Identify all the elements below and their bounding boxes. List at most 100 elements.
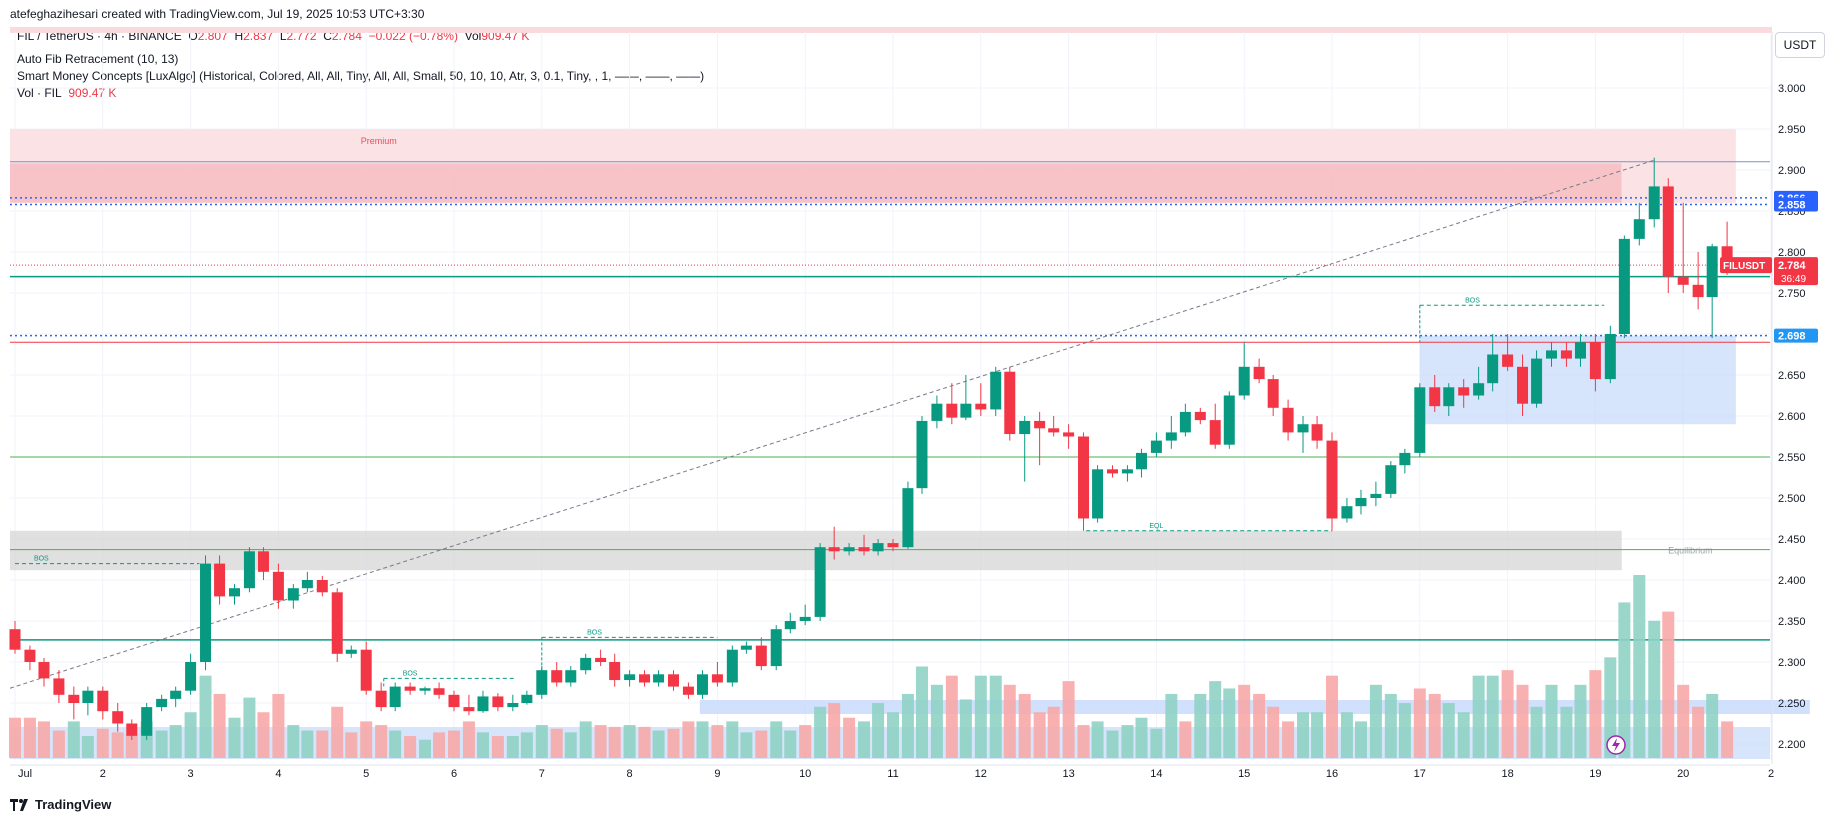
fib-indicator-legend[interactable]: Auto Fib Retracement (10, 13): [17, 52, 179, 66]
price-axis-tick: 2.650: [1778, 370, 1806, 382]
volume-bar: [1472, 675, 1485, 758]
volume-bar: [1297, 712, 1310, 758]
vol-fil-value: 909.47 K: [68, 86, 117, 100]
candle-body: [156, 698, 168, 708]
volume-bar: [1282, 721, 1295, 758]
candle-body: [1282, 407, 1294, 433]
countdown-label: 36:49: [1781, 274, 1806, 285]
price-label-2.858: 2.858: [1778, 199, 1806, 211]
price-axis-tick: 2.300: [1778, 657, 1806, 669]
volume-bar: [389, 730, 402, 758]
price-label-bg: [1774, 197, 1818, 212]
volume-bar: [213, 693, 226, 758]
candle-body: [1633, 219, 1645, 239]
time-axis-tick: 12: [975, 768, 987, 780]
last-price-label: 2.784: [1778, 260, 1806, 272]
tradingview-logo[interactable]: TradingView: [10, 797, 111, 812]
candle-body: [53, 678, 65, 695]
candle-body: [872, 543, 884, 552]
candle-body: [1429, 387, 1441, 407]
volume-bar: [1369, 684, 1382, 758]
candle-body: [902, 488, 914, 548]
premium-label: Premium: [361, 136, 397, 146]
candle-body: [1692, 284, 1704, 298]
volume-bar: [375, 725, 388, 758]
volume-bar: [199, 675, 212, 758]
high-label: H: [234, 29, 244, 43]
volume-bar: [535, 725, 548, 758]
candle-body: [272, 571, 284, 601]
candle-body: [463, 707, 475, 712]
candle-body: [1223, 395, 1235, 445]
volume-bar: [1077, 725, 1090, 758]
candle-body: [726, 649, 738, 683]
candle-body: [316, 580, 328, 593]
volume-bar: [476, 732, 489, 758]
price-axis-tick: 2.950: [1778, 124, 1806, 136]
candle-body: [1574, 342, 1586, 359]
candle-body: [243, 551, 255, 589]
volume-bar: [1706, 693, 1719, 758]
candle-body: [229, 588, 240, 597]
candle-body: [1019, 420, 1031, 435]
volume-indicator-legend[interactable]: Vol · FIL 909.47 K: [17, 86, 116, 100]
volume-bar: [331, 706, 344, 758]
time-axis-tick: 8: [627, 768, 633, 780]
currency-button[interactable]: USDT: [1775, 32, 1825, 58]
premium-zone-top: [10, 129, 1736, 164]
volume-bar: [169, 725, 182, 758]
candle-body: [1560, 350, 1572, 359]
volume-bar: [1033, 712, 1046, 758]
lightning-icon-bolt: [1612, 738, 1620, 752]
candle-body: [1311, 424, 1323, 441]
time-axis-tick: 4: [275, 768, 281, 780]
volume-bar: [67, 721, 80, 758]
candle-body: [1209, 420, 1221, 445]
candle-body: [799, 616, 811, 621]
candle-body: [639, 674, 651, 683]
volume-bar: [1340, 712, 1353, 758]
smc-indicator-legend[interactable]: Smart Money Concepts [LuxAlgo] (Historic…: [17, 69, 705, 83]
candle-body: [1546, 350, 1557, 359]
volume-bar: [1501, 670, 1514, 758]
candle-body: [1589, 342, 1601, 380]
candle-body: [112, 711, 124, 724]
candle-body: [755, 645, 767, 667]
volume-bar: [1662, 611, 1675, 758]
time-axis-tick: 2: [1768, 768, 1774, 780]
volume-bar: [579, 721, 592, 758]
volume-bar: [1018, 693, 1031, 758]
candle-body: [1517, 366, 1529, 404]
close-label: C: [323, 29, 332, 43]
volume-bar: [1150, 728, 1163, 758]
volume-bar: [828, 703, 841, 758]
volume-bar: [155, 730, 168, 758]
volume-bar: [564, 732, 577, 758]
volume-bar: [1209, 681, 1222, 758]
candle-body: [24, 649, 36, 662]
candle-body: [1034, 420, 1046, 429]
volume-bar: [1135, 717, 1148, 758]
candle-body: [1399, 452, 1411, 466]
volume-bar: [316, 730, 329, 758]
candle-body: [301, 580, 313, 589]
candle-body: [1078, 436, 1090, 519]
candle-body: [1648, 186, 1660, 220]
candle-body: [565, 670, 577, 683]
volume-bar: [1062, 681, 1075, 758]
time-axis-tick: 16: [1326, 768, 1338, 780]
candle-body: [1238, 366, 1250, 396]
candle-body: [1662, 186, 1674, 277]
volume-bar: [1545, 684, 1558, 758]
candle-body: [1267, 379, 1279, 408]
volume-bar: [23, 717, 36, 758]
premium-zone-ext: [1621, 163, 1736, 203]
candle-body: [1385, 465, 1397, 494]
candle-body: [1107, 469, 1118, 474]
volume-bar: [1442, 703, 1455, 758]
last-symbol-label: FILUSDT: [1723, 261, 1765, 272]
volume-bar: [974, 675, 987, 758]
time-axis-tick: 11: [887, 768, 898, 780]
price-axis-tick: 2.200: [1778, 739, 1806, 751]
